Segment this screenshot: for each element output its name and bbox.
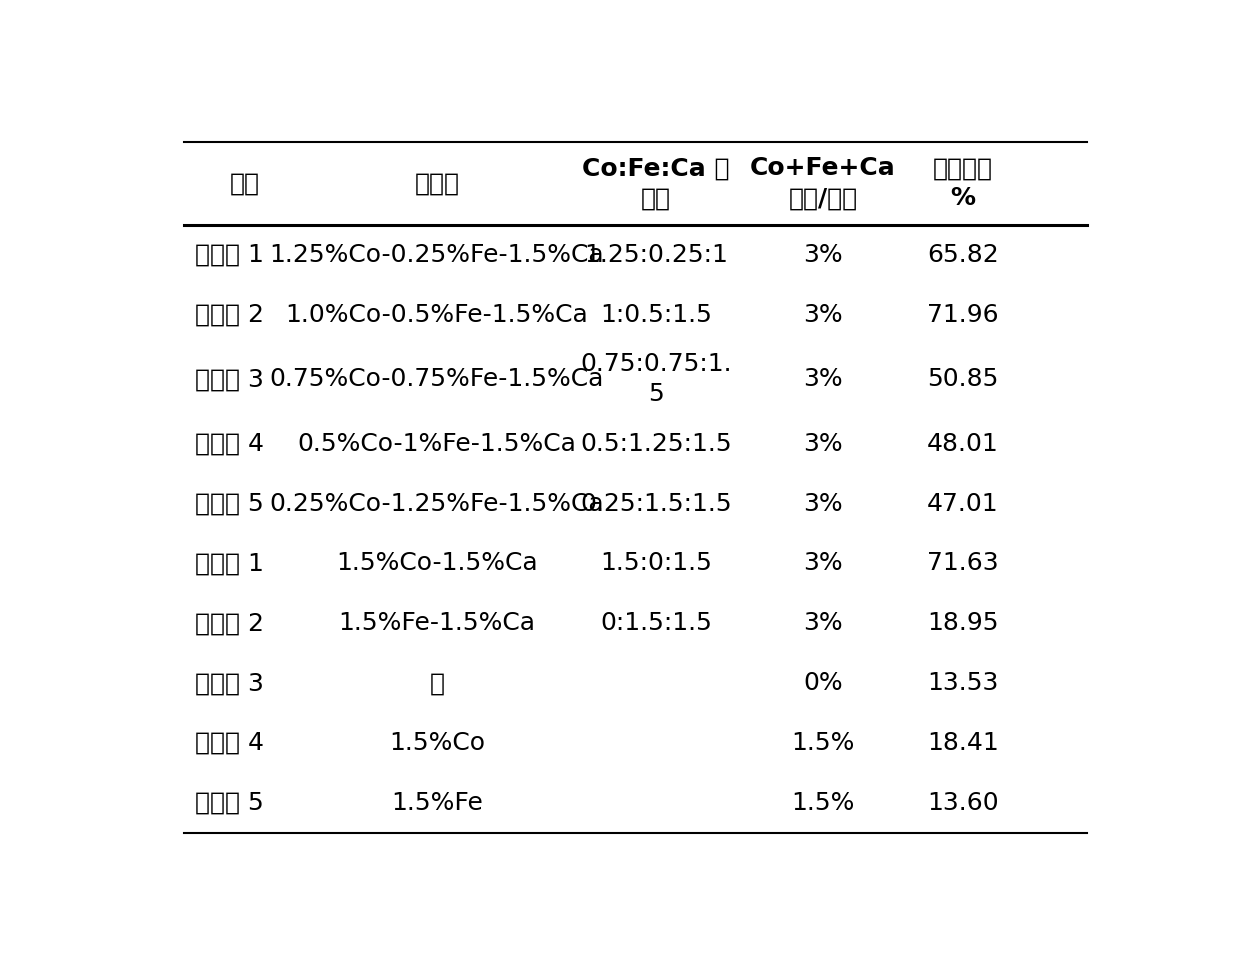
Text: 0.5:1.25:1.5: 0.5:1.25:1.5 — [580, 431, 732, 455]
Text: 名称: 名称 — [229, 171, 260, 195]
Text: 0%: 0% — [804, 672, 843, 695]
Text: 比较例 5: 比较例 5 — [196, 791, 264, 814]
Text: 3%: 3% — [804, 491, 843, 515]
Text: 比较例 3: 比较例 3 — [196, 672, 264, 695]
Text: 18.41: 18.41 — [928, 731, 999, 755]
Text: Co+Fe+Ca
用量/煤焦: Co+Fe+Ca 用量/煤焦 — [750, 156, 895, 210]
Text: 1.25%Co-0.25%Fe-1.5%Ca: 1.25%Co-0.25%Fe-1.5%Ca — [269, 242, 604, 266]
Text: 1.5%: 1.5% — [791, 731, 854, 755]
Text: 催化剂: 催化剂 — [414, 171, 459, 195]
Text: 实施例 2: 实施例 2 — [196, 303, 264, 326]
Text: 1.5%: 1.5% — [791, 791, 854, 814]
Text: 1.25:0.25:1: 1.25:0.25:1 — [584, 242, 728, 266]
Text: 1.5%Co-1.5%Ca: 1.5%Co-1.5%Ca — [336, 551, 538, 575]
Text: 71.63: 71.63 — [928, 551, 998, 575]
Text: 0.25:1.5:1.5: 0.25:1.5:1.5 — [580, 491, 732, 515]
Text: 1.5:0:1.5: 1.5:0:1.5 — [600, 551, 712, 575]
Text: 50.85: 50.85 — [928, 367, 998, 391]
Text: 65.82: 65.82 — [928, 242, 999, 266]
Text: 3%: 3% — [804, 551, 843, 575]
Text: Co:Fe:Ca 质
量比: Co:Fe:Ca 质 量比 — [582, 156, 729, 210]
Text: 3%: 3% — [804, 611, 843, 635]
Text: 1.5%Co: 1.5%Co — [389, 731, 485, 755]
Text: 比较例 1: 比较例 1 — [196, 551, 264, 575]
Text: 1.5%Fe: 1.5%Fe — [391, 791, 482, 814]
Text: 实施例 1: 实施例 1 — [196, 242, 264, 266]
Text: 实施例 4: 实施例 4 — [196, 431, 264, 455]
Text: 比较例 4: 比较例 4 — [196, 731, 264, 755]
Text: 比较例 2: 比较例 2 — [196, 611, 264, 635]
Text: 3%: 3% — [804, 303, 843, 326]
Text: 0.75%Co-0.75%Fe-1.5%Ca: 0.75%Co-0.75%Fe-1.5%Ca — [269, 367, 604, 391]
Text: 13.60: 13.60 — [928, 791, 998, 814]
Text: 1.5%Fe-1.5%Ca: 1.5%Fe-1.5%Ca — [339, 611, 536, 635]
Text: 1:0.5:1.5: 1:0.5:1.5 — [600, 303, 712, 326]
Text: 0.5%Co-1%Fe-1.5%Ca: 0.5%Co-1%Fe-1.5%Ca — [298, 431, 577, 455]
Text: 0.25%Co-1.25%Fe-1.5%Ca: 0.25%Co-1.25%Fe-1.5%Ca — [269, 491, 604, 515]
Text: 0:1.5:1.5: 0:1.5:1.5 — [600, 611, 712, 635]
Text: 3%: 3% — [804, 242, 843, 266]
Text: 甲烷产率
%: 甲烷产率 % — [932, 156, 993, 210]
Text: 1.0%Co-0.5%Fe-1.5%Ca: 1.0%Co-0.5%Fe-1.5%Ca — [285, 303, 588, 326]
Text: 实施例 3: 实施例 3 — [196, 367, 264, 391]
Text: 3%: 3% — [804, 367, 843, 391]
Text: 0.75:0.75:1.
5: 0.75:0.75:1. 5 — [580, 352, 732, 406]
Text: 13.53: 13.53 — [928, 672, 998, 695]
Text: 3%: 3% — [804, 431, 843, 455]
Text: 48.01: 48.01 — [928, 431, 999, 455]
Text: 18.95: 18.95 — [928, 611, 998, 635]
Text: 71.96: 71.96 — [928, 303, 998, 326]
Text: 实施例 5: 实施例 5 — [196, 491, 264, 515]
Text: 47.01: 47.01 — [928, 491, 998, 515]
Text: 无: 无 — [429, 672, 444, 695]
